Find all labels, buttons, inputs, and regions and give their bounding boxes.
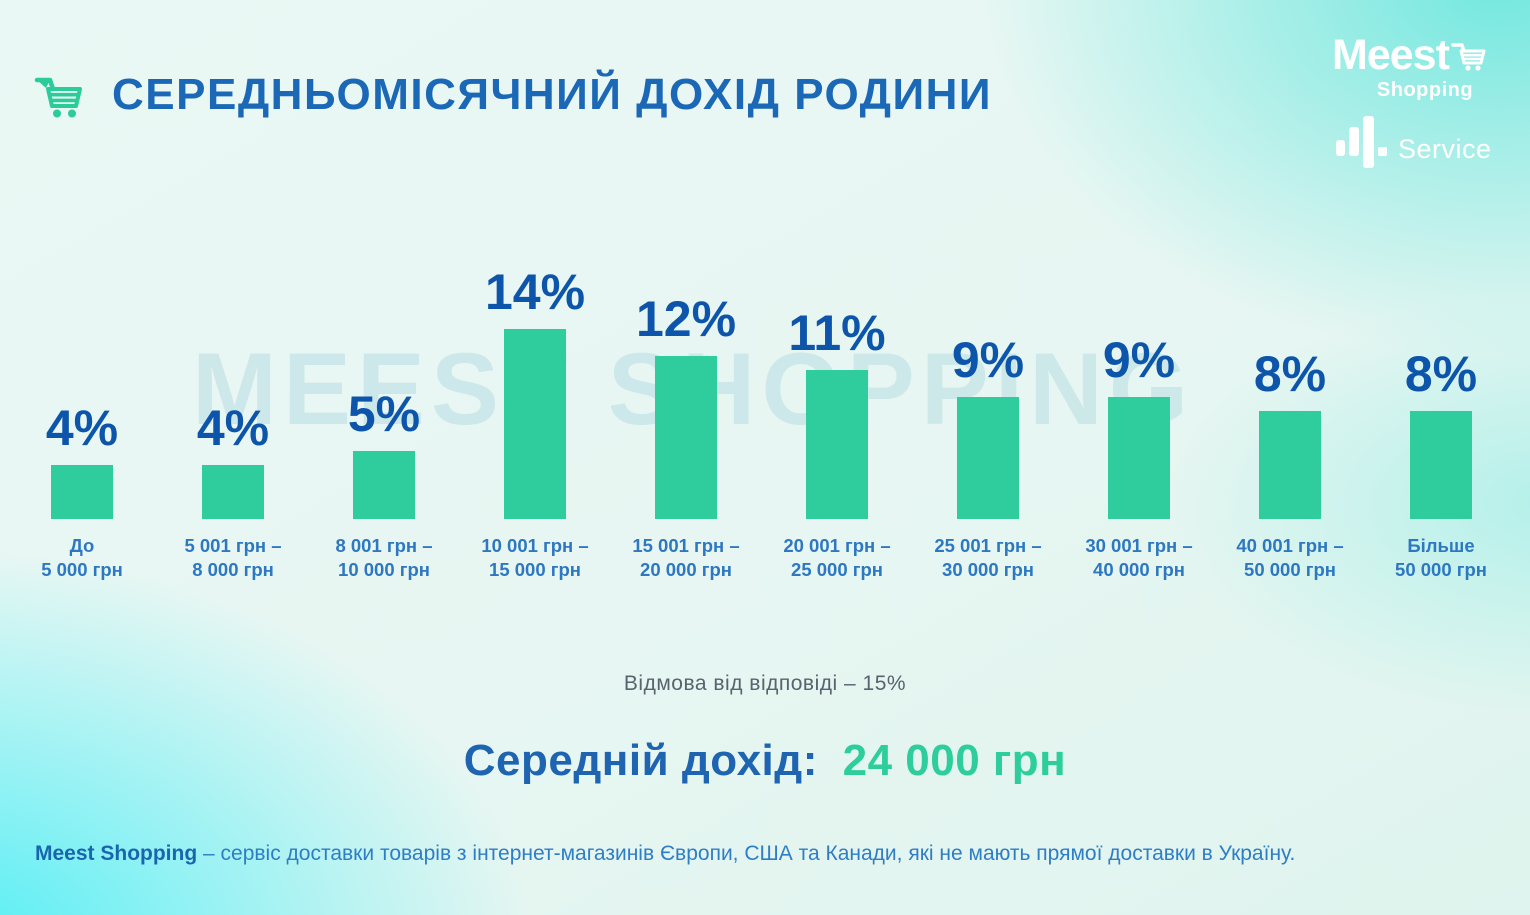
- bar: [504, 329, 566, 519]
- average-income-value: 24 000 грн: [842, 736, 1067, 785]
- meest-shopping-logo: Meest Shopping: [1332, 34, 1502, 102]
- service-bars-icon: [1334, 114, 1392, 175]
- bar-value-label: 9%: [1102, 332, 1176, 388]
- bar: [1410, 411, 1472, 519]
- bar-category-label: 20 001 грн – 25 000 грн: [783, 535, 891, 580]
- bar: [655, 356, 717, 519]
- footer-brand-name: Meest Shopping: [35, 842, 198, 865]
- bar-category-label: 5 001 грн – 8 000 грн: [184, 535, 282, 580]
- average-income-label: Середній дохід:: [463, 736, 818, 785]
- bar-category-label: 8 001 грн – 10 000 грн: [335, 535, 433, 580]
- footer-description: – сервіс доставки товарів з інтернет-маг…: [197, 842, 1296, 865]
- bar-category-label: 15 001 грн – 20 000 грн: [632, 535, 740, 580]
- bar: [806, 370, 868, 519]
- refusal-note: Відмова від відповіді – 15%: [623, 672, 907, 695]
- bar-value-label: 9%: [951, 332, 1025, 388]
- meest-shopping-label: Shopping: [1376, 79, 1474, 101]
- shopping-cart-icon: [33, 76, 85, 125]
- bar-category-label: 25 001 грн – 30 000 грн: [934, 535, 1042, 580]
- bar-value-label: 4%: [45, 400, 119, 456]
- bar-category-label: 40 001 грн – 50 000 грн: [1236, 535, 1344, 580]
- bar: [202, 465, 264, 519]
- bar: [1259, 411, 1321, 519]
- bar-value-label: 12%: [635, 291, 737, 347]
- bar-value-label: 5%: [347, 386, 421, 442]
- bar-value-label: 14%: [484, 264, 586, 320]
- bar: [51, 465, 113, 519]
- footer-note: Meest Shopping – сервіс доставки товарів…: [35, 842, 1505, 866]
- bar-category-label: 10 001 грн – 15 000 грн: [481, 535, 589, 580]
- meest-logo-text: Meest: [1332, 31, 1450, 79]
- service-logo-text: Service: [1398, 134, 1492, 164]
- bar-category-label: 30 001 грн – 40 000 грн: [1085, 535, 1193, 580]
- bar-category-label: До 5 000 грн: [41, 535, 123, 580]
- bar-value-label: 11%: [788, 305, 886, 361]
- page-title: СЕРЕДНЬОМІСЯЧНИЙ ДОХІД РОДИНИ: [112, 70, 992, 119]
- bar: [353, 451, 415, 519]
- bar-value-label: 4%: [196, 400, 270, 456]
- bar-value-label: 8%: [1253, 346, 1327, 402]
- service-logo: Service: [1334, 114, 1492, 175]
- bar: [957, 397, 1019, 519]
- meest-cart-icon: [1451, 42, 1487, 77]
- bar: [1108, 397, 1170, 519]
- bar-category-label: Більше 50 000 грн: [1395, 535, 1487, 580]
- bar-value-label: 8%: [1404, 346, 1478, 402]
- average-income-line: Середній дохід: 24 000 грн: [0, 736, 1530, 786]
